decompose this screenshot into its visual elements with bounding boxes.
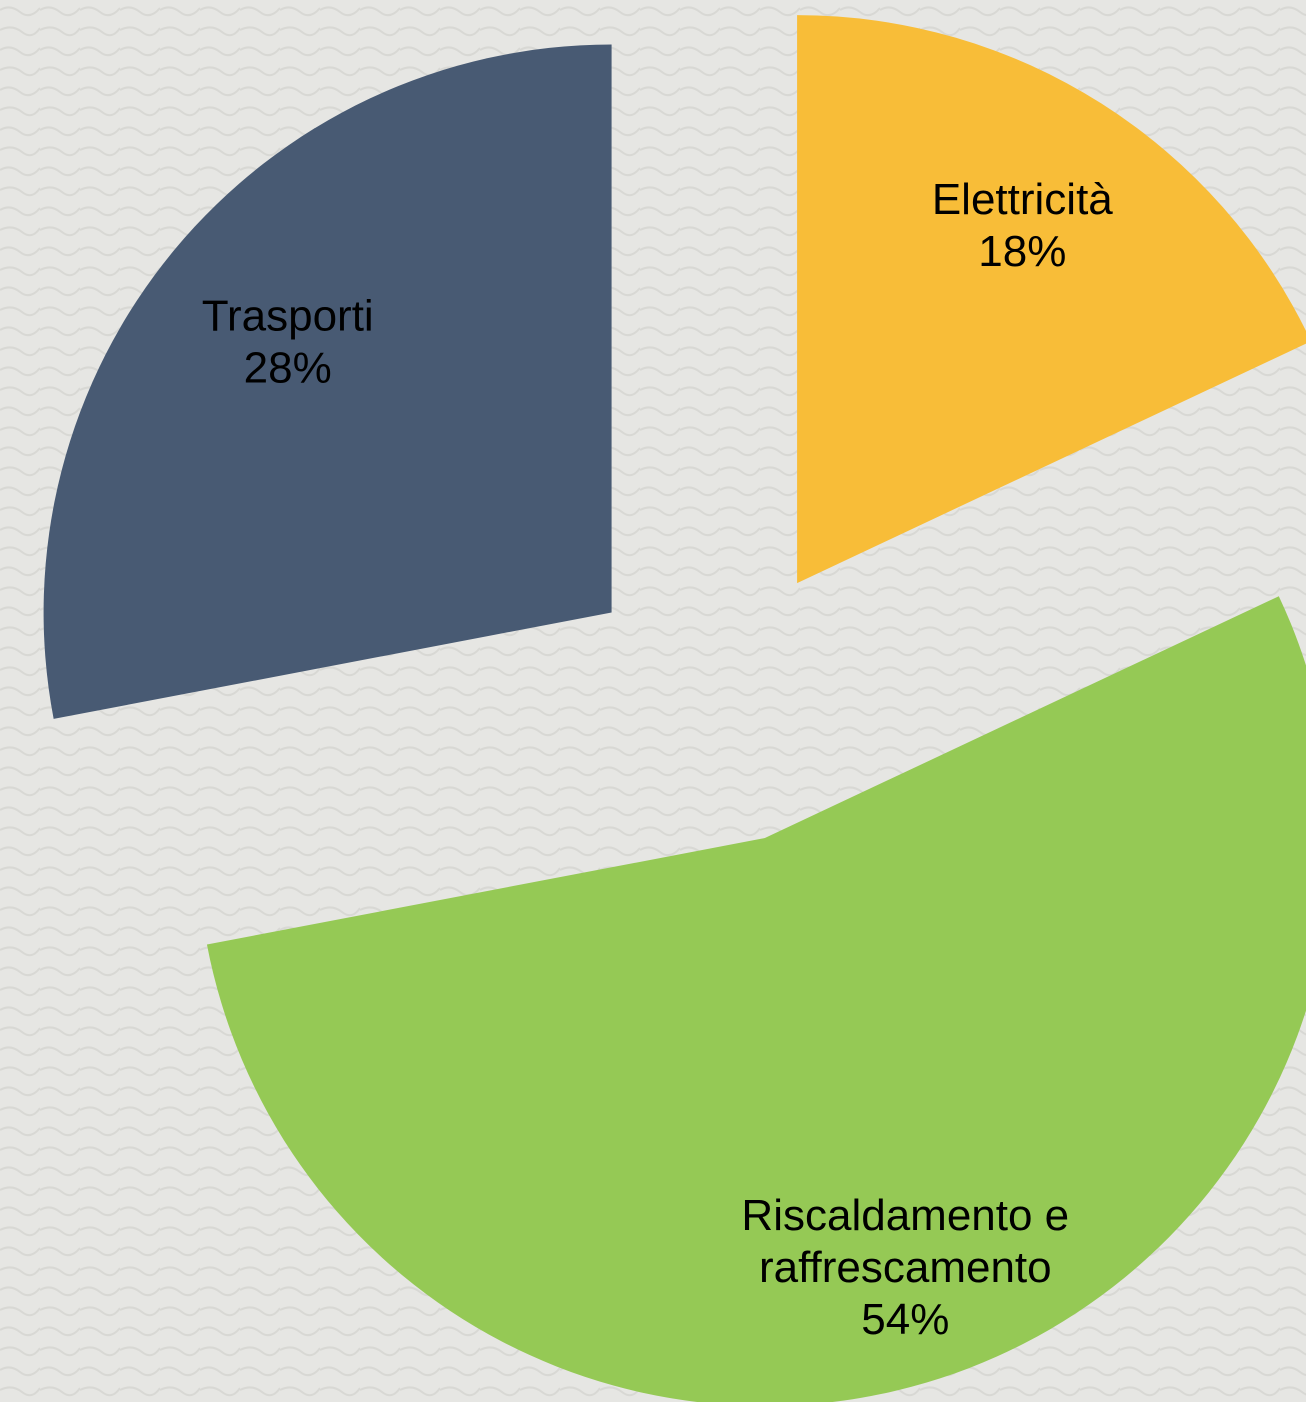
category-label-line: Elettricità	[932, 175, 1113, 224]
data-label: Riscaldamento e raffrescamento 54%	[741, 1191, 1069, 1344]
category-label-line: raffrescamento	[759, 1243, 1052, 1292]
category-label: Trasporti	[202, 291, 374, 340]
category-label-line: Trasporti	[202, 291, 374, 340]
data-label: Elettricità 18%	[932, 175, 1113, 276]
category-label: Riscaldamento e raffrescamento	[741, 1191, 1069, 1292]
category-label: Elettricità	[932, 175, 1113, 224]
value-label: 18%	[978, 227, 1066, 276]
pie-slice	[43, 44, 612, 719]
pie-slice	[206, 596, 1306, 1402]
value-label: 54%	[861, 1295, 949, 1344]
value-label: 28%	[244, 343, 332, 392]
pie-slice	[797, 15, 1306, 584]
data-label: Trasporti 28%	[202, 291, 374, 392]
category-label-line: Riscaldamento e	[741, 1191, 1069, 1240]
